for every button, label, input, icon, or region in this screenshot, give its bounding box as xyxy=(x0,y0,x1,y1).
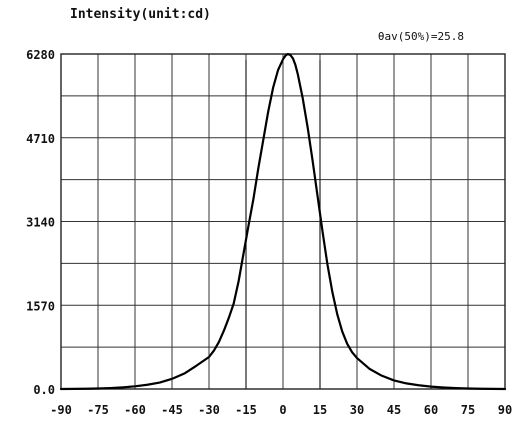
x-tick-label: -60 xyxy=(124,403,146,417)
x-tick-label: -45 xyxy=(161,403,183,417)
y-axis-ticks: 0.0 1570 3140 4710 6280 xyxy=(26,48,55,397)
grid-lines xyxy=(60,53,506,390)
x-tick-label: 90 xyxy=(498,403,512,417)
y-tick-label: 1570 xyxy=(26,299,55,313)
chart-title: Intensity(unit:cd) xyxy=(70,7,211,22)
intensity-curve xyxy=(59,52,507,391)
y-tick-label: 0.0 xyxy=(33,383,55,397)
theta-average-annotation: θav(50%)=25.8 xyxy=(378,30,464,43)
x-tick-label: -15 xyxy=(235,403,257,417)
x-tick-label: 30 xyxy=(350,403,364,417)
y-tick-label: 6280 xyxy=(26,48,55,62)
x-tick-label: -75 xyxy=(87,403,109,417)
y-tick-label: 4710 xyxy=(26,132,55,146)
x-tick-label: 15 xyxy=(313,403,327,417)
intensity-curve-group xyxy=(59,52,507,391)
y-tick-label: 3140 xyxy=(26,216,55,230)
x-tick-label: 45 xyxy=(387,403,401,417)
x-tick-label: 75 xyxy=(461,403,475,417)
x-tick-label: -30 xyxy=(198,403,220,417)
x-tick-label: 60 xyxy=(424,403,438,417)
x-tick-label: -90 xyxy=(50,403,72,417)
plot-frame xyxy=(60,53,506,390)
x-axis-ticks: -90 -75 -60 -45 -30 -15 0 15 30 45 60 75 90 xyxy=(50,403,512,417)
x-tick-label: 0 xyxy=(279,403,286,417)
vertical-marker-lines xyxy=(245,60,321,389)
